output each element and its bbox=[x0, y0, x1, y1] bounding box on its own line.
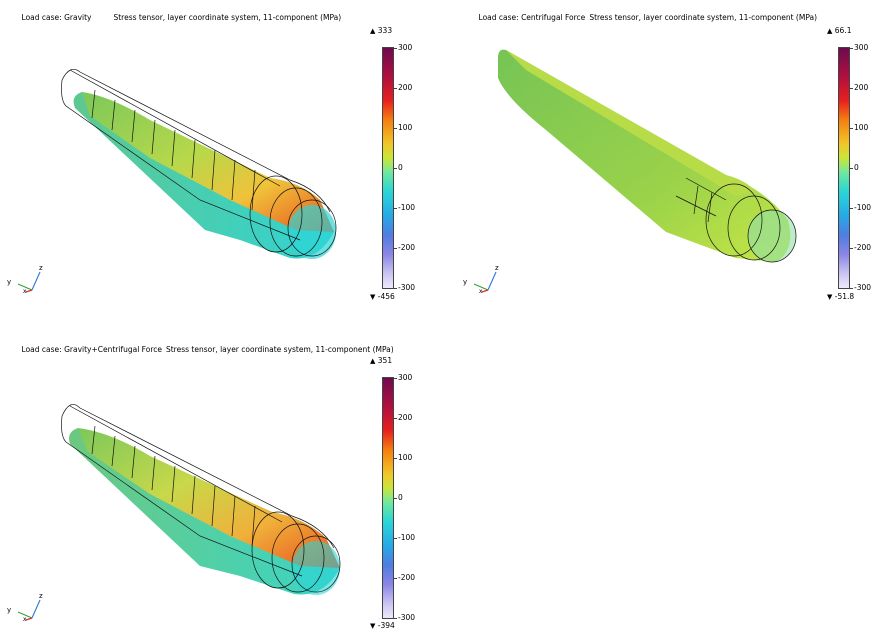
axis-y-label: y bbox=[7, 606, 11, 614]
axis-x-label: x bbox=[23, 288, 27, 295]
quantity-label: Stress tensor, layer coordinate system, … bbox=[113, 13, 342, 22]
colorbar-tick: -200 bbox=[392, 573, 416, 582]
blade-plot bbox=[61, 69, 337, 259]
colorbar-tick: -200 bbox=[848, 243, 872, 252]
deformation-wireframe bbox=[61, 69, 337, 257]
plot-panel-combined: Load case: Gravity+Centrifugal Force Stre… bbox=[0, 332, 436, 632]
colorbar-tick: -300 bbox=[392, 283, 416, 292]
load-case-label: Load case: Gravity+Centrifugal Force bbox=[21, 345, 162, 354]
load-case-label: Load case: Centrifugal Force bbox=[478, 13, 586, 22]
axis-triad: z y x bbox=[7, 592, 43, 623]
axis-z-label: z bbox=[495, 264, 499, 272]
axis-triad: z y x bbox=[463, 264, 499, 295]
axis-z-label: z bbox=[39, 592, 43, 600]
colorbar-tick: 200 bbox=[392, 83, 413, 92]
blade-surface bbox=[69, 428, 340, 595]
colorbar-tick: -300 bbox=[848, 283, 872, 292]
colorbar-tick: 200 bbox=[392, 413, 413, 422]
colorbar-tick: 100 bbox=[392, 453, 413, 462]
quantity-label: Stress tensor, layer coordinate system, … bbox=[589, 13, 818, 22]
colorbar-tick: 300 bbox=[848, 43, 869, 52]
min-value: ▼ -394 bbox=[370, 621, 395, 630]
blade-surface bbox=[73, 92, 336, 259]
plot-title: Load case: Gravity+Centrifugal Force Stre… bbox=[12, 336, 394, 363]
colorbar-tick: -200 bbox=[392, 243, 416, 252]
load-case-label: Load case: Gravity bbox=[21, 13, 92, 22]
axis-y-label: y bbox=[7, 278, 11, 286]
colorbar-tick: 0 bbox=[393, 493, 403, 502]
axis-z-label: z bbox=[39, 264, 43, 272]
axis-y-label: y bbox=[463, 278, 467, 286]
plot-panel-gravity: Load case: Gravity Stress tensor, layer c… bbox=[0, 0, 436, 310]
colorbar-tick: -100 bbox=[392, 203, 416, 212]
colorbar-tick: 200 bbox=[848, 83, 869, 92]
colorbar-tick: 300 bbox=[392, 43, 413, 52]
deformation-wireframe bbox=[61, 404, 341, 593]
colorbar-tick: -100 bbox=[848, 203, 872, 212]
max-value: ▲ 351 bbox=[370, 356, 393, 365]
min-value: ▼ -51.8 bbox=[827, 292, 855, 301]
blade-plot bbox=[498, 49, 797, 263]
axis-x-label: x bbox=[479, 288, 483, 295]
min-value: ▼ -456 bbox=[370, 292, 395, 301]
axis-triad: z y x bbox=[7, 264, 43, 295]
max-value: ▲ 333 bbox=[370, 26, 393, 35]
axis-x-label: x bbox=[23, 616, 27, 623]
colorbar-tick: 100 bbox=[392, 123, 413, 132]
colorbar-tick: -300 bbox=[392, 613, 416, 622]
quantity-label: Stress tensor, layer coordinate system, … bbox=[165, 345, 394, 354]
colorbar-tick: 0 bbox=[393, 163, 403, 172]
colorbar-tick: 0 bbox=[849, 163, 859, 172]
colorbar-tick: -100 bbox=[392, 533, 416, 542]
blade-plot bbox=[61, 404, 341, 595]
plot-panel-centrifugal: Load case: Centrifugal Force Stress tenso… bbox=[436, 0, 872, 310]
colorbar-tick: 100 bbox=[848, 123, 869, 132]
plot-title: Load case: Centrifugal Force Stress tenso… bbox=[469, 4, 818, 31]
deformation-wireframe bbox=[675, 177, 797, 263]
colorbar-tick: 300 bbox=[392, 373, 413, 382]
max-value: ▲ 66.1 bbox=[827, 26, 852, 35]
blade-surface bbox=[498, 49, 796, 262]
plot-title: Load case: Gravity Stress tensor, layer c… bbox=[12, 4, 342, 31]
